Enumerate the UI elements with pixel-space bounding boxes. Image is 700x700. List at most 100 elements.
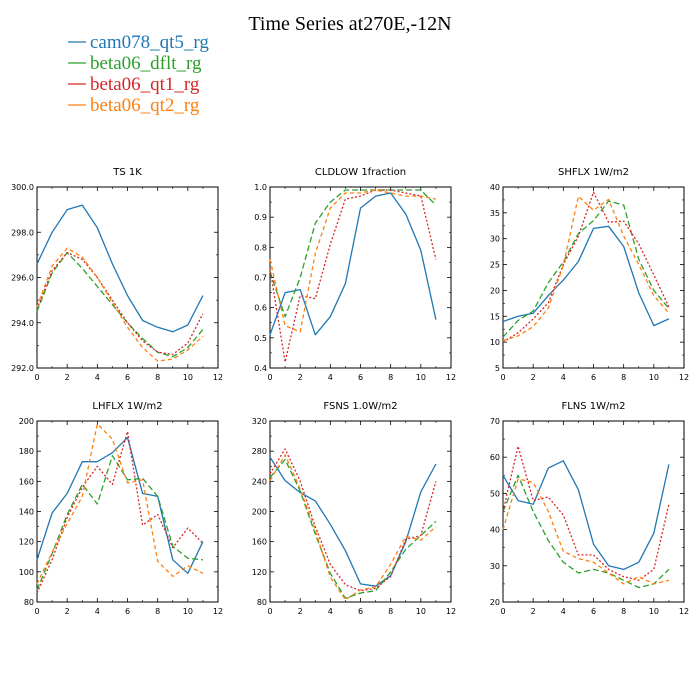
y-tick-label: 1.0 <box>254 183 267 192</box>
panel-title: FLNS 1W/m2 <box>561 401 625 412</box>
y-tick-label: 30 <box>490 235 500 244</box>
series-line-beta06_dflt_rg <box>502 200 670 338</box>
x-tick-label: 6 <box>358 373 363 382</box>
y-tick-label: 298.0 <box>11 228 34 237</box>
y-tick-label: 60 <box>490 453 500 462</box>
y-tick-label: 280 <box>252 447 267 456</box>
x-tick-label: 2 <box>298 373 303 382</box>
x-tick-label: 12 <box>446 607 456 616</box>
panel-title: LHFLX 1W/m2 <box>92 401 162 412</box>
y-tick-label: 160 <box>252 538 267 547</box>
x-tick-label: 12 <box>213 607 223 616</box>
y-tick-label: 35 <box>490 209 500 218</box>
series-line-beta06_dflt_rg <box>269 189 437 318</box>
x-tick-label: 4 <box>561 373 566 382</box>
series-line-beta06_dflt_rg <box>36 251 204 358</box>
legend-label-beta06_dflt_rg: beta06_dflt_rg <box>90 53 202 74</box>
y-tick-label: 300.0 <box>11 183 34 192</box>
y-tick-label: 120 <box>252 568 267 577</box>
x-tick-label: 4 <box>561 607 566 616</box>
series-line-cam078_qt5_rg <box>269 456 437 587</box>
series-line-cam078_qt5_rg <box>502 225 670 327</box>
x-tick-label: 8 <box>388 373 393 382</box>
x-tick-label: 6 <box>125 607 130 616</box>
y-tick-label: 292.0 <box>11 364 34 373</box>
y-tick-label: 20 <box>490 598 500 607</box>
legend-label-beta06_qt2_rg: beta06_qt2_rg <box>90 95 200 116</box>
y-tick-label: 30 <box>490 562 500 571</box>
figure-title: Time Series at270E,-12N <box>248 13 451 35</box>
x-tick-label: 4 <box>328 607 333 616</box>
y-tick-label: 0.6 <box>254 304 267 313</box>
x-tick-label: 8 <box>621 373 626 382</box>
x-tick-label: 12 <box>679 373 689 382</box>
y-tick-label: 0.8 <box>254 243 267 252</box>
plot-frame <box>502 186 685 369</box>
y-tick-label: 0.7 <box>254 274 267 283</box>
x-tick-label: 10 <box>649 373 659 382</box>
plot-frame <box>36 420 219 603</box>
x-tick-label: 4 <box>328 373 333 382</box>
panel-4: LHFLX 1W/m2 0 2 4 6 8 10 12 80 100 120 140 160 180 200 <box>19 401 223 616</box>
y-tick-label: 20 <box>490 286 500 295</box>
x-tick-label: 2 <box>65 607 70 616</box>
legend: cam078_qt5_rgbeta06_dflt_rgbeta06_qt1_rg… <box>68 32 209 116</box>
panel-5: FSNS 1.0W/m2 0 2 4 6 8 10 12 80 120 160 200 240 280 32… <box>252 401 456 616</box>
series-line-beta06_qt2_rg <box>269 189 437 333</box>
x-tick-label: 10 <box>416 607 426 616</box>
y-tick-label: 240 <box>252 477 267 486</box>
y-tick-label: 160 <box>19 477 34 486</box>
panel-6: FLNS 1W/m2 0 2 4 6 8 10 12 20 30 40 50 60 70 <box>490 401 689 616</box>
x-tick-label: 8 <box>155 607 160 616</box>
x-tick-label: 12 <box>446 373 456 382</box>
x-tick-label: 2 <box>65 373 70 382</box>
x-tick-label: 6 <box>358 607 363 616</box>
panel-2: CLDLOW 1fraction 0 2 4 6 8 10 12 0.4 0.5 0.6 0.7 0.8… <box>254 167 456 382</box>
x-tick-label: 10 <box>416 373 426 382</box>
series-line-beta06_qt2_rg <box>502 478 670 585</box>
series-line-beta06_dflt_rg <box>36 455 203 591</box>
series-line-beta06_qt1_rg <box>269 189 437 363</box>
series-line-beta06_qt2_rg <box>502 195 670 342</box>
y-tick-label: 140 <box>19 508 34 517</box>
x-tick-label: 4 <box>95 607 100 616</box>
x-tick-label: 12 <box>679 607 689 616</box>
y-tick-label: 0.5 <box>254 334 267 343</box>
y-tick-label: 80 <box>257 598 267 607</box>
legend-label-cam078_qt5_rg: cam078_qt5_rg <box>90 32 209 53</box>
x-tick-label: 2 <box>298 607 303 616</box>
y-tick-label: 180 <box>19 447 34 456</box>
chart-panels: TS 1K 0 2 4 6 8 10 12 292.0 294.0 296.0 298.0 300.0 C… <box>11 167 689 616</box>
y-tick-label: 5 <box>495 364 500 373</box>
x-tick-label: 8 <box>621 607 626 616</box>
x-tick-label: 0 <box>267 373 272 382</box>
y-tick-label: 294.0 <box>11 319 34 328</box>
x-tick-label: 10 <box>649 607 659 616</box>
x-tick-label: 6 <box>591 373 596 382</box>
y-tick-label: 200 <box>252 508 267 517</box>
series-line-beta06_dflt_rg <box>502 474 670 589</box>
series-line-cam078_qt5_rg <box>269 192 437 336</box>
series-line-beta06_dflt_rg <box>269 458 437 599</box>
x-tick-label: 0 <box>500 607 505 616</box>
series-line-beta06_qt2_rg <box>36 423 204 585</box>
y-tick-label: 296.0 <box>11 274 34 283</box>
series-line-beta06_qt2_rg <box>36 247 204 362</box>
series-line-cam078_qt5_rg <box>36 436 204 574</box>
y-tick-label: 70 <box>490 417 500 426</box>
x-tick-label: 0 <box>267 607 272 616</box>
y-tick-label: 0.4 <box>254 364 267 373</box>
y-tick-label: 25 <box>490 261 500 270</box>
x-tick-label: 6 <box>591 607 596 616</box>
panel-title: FSNS 1.0W/m2 <box>323 401 397 412</box>
plot-frame <box>269 186 452 369</box>
panel-title: CLDLOW 1fraction <box>315 167 406 178</box>
x-tick-label: 0 <box>34 607 39 616</box>
series-line-cam078_qt5_rg <box>502 460 670 571</box>
x-tick-label: 4 <box>95 373 100 382</box>
x-tick-label: 2 <box>531 373 536 382</box>
legend-label-beta06_qt1_rg: beta06_qt1_rg <box>90 74 200 95</box>
y-tick-label: 320 <box>252 417 267 426</box>
y-tick-label: 100 <box>19 568 34 577</box>
